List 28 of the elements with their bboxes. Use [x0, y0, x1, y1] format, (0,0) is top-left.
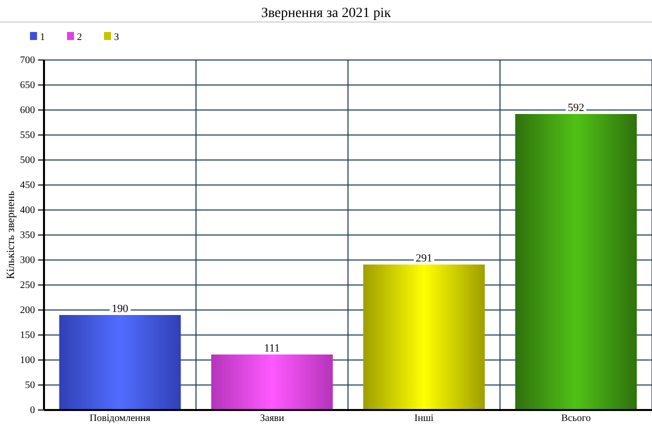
y-tick-label: 550: [20, 130, 35, 142]
chart-title: Звернення за 2021 рік: [261, 6, 392, 21]
y-tick-label: 150: [20, 330, 35, 342]
y-tick-label: 600: [20, 105, 35, 116]
legend-label: 2: [77, 32, 82, 43]
y-tick-label: 350: [20, 230, 35, 242]
data-label: 111: [264, 342, 280, 354]
y-tick-label: 250: [20, 280, 35, 292]
data-label: 190: [112, 303, 129, 315]
y-tick-label: 50: [25, 380, 35, 392]
x-tick-label: Повідомлення: [90, 413, 151, 424]
legend-label: 3: [114, 32, 119, 43]
data-label: 291: [416, 252, 432, 264]
y-tick-label: 500: [20, 155, 35, 166]
x-tick-label: Інші: [414, 413, 434, 424]
y-axis-title: Кількість звернень: [5, 190, 17, 280]
x-tick-label: Заяви: [260, 413, 285, 424]
y-tick-label: 450: [20, 180, 35, 192]
y-tick-label: 200: [20, 305, 35, 316]
y-tick-label: 700: [20, 55, 35, 66]
y-tick-label: 100: [20, 355, 35, 366]
y-tick-label: 300: [20, 255, 35, 266]
data-label: 592: [568, 102, 584, 114]
x-tick-label: Всього: [561, 413, 591, 424]
y-tick-label: 0: [30, 405, 35, 416]
legend-label: 1: [40, 32, 45, 43]
y-tick-label: 650: [20, 80, 35, 92]
y-tick-label: 400: [20, 205, 35, 216]
